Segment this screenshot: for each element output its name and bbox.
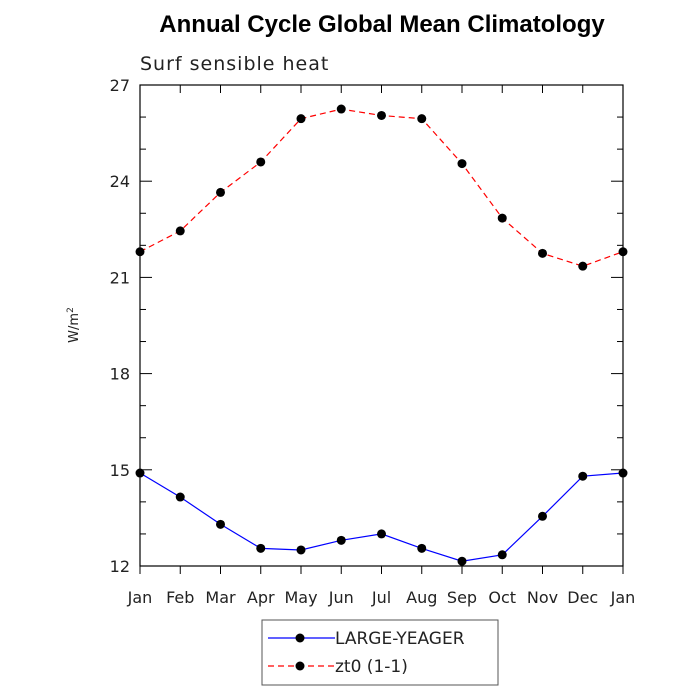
y-tick-label: 12 (110, 557, 130, 576)
x-tick-label: Jan (127, 588, 153, 607)
series-0-point (216, 519, 225, 529)
chart-subtitle: Surf sensible heat (140, 53, 329, 75)
series-0-point (618, 468, 628, 478)
legend-box (261, 619, 499, 686)
series-1-point (135, 247, 145, 257)
series-0-point (175, 492, 185, 502)
y-tick-label: 18 (110, 365, 130, 384)
y-tick-label: 21 (110, 268, 130, 287)
legend-marker-large-yeager (295, 633, 305, 643)
series-0-point (296, 545, 306, 555)
y-tick-label: 27 (110, 76, 130, 95)
series-1-point (618, 247, 628, 257)
series-1-point (457, 159, 467, 169)
x-tick-label: Sep (447, 588, 477, 607)
y-tick-labels: 12 15 18 21 24 27 (110, 76, 130, 576)
y-tick-label: 15 (110, 461, 130, 480)
series-1-point (377, 110, 386, 120)
series-0-point (457, 556, 467, 566)
x-tick-label: Oct (488, 588, 516, 607)
series-1-point (497, 213, 507, 223)
legend-label-zt0: zt0 (1-1) (335, 657, 408, 677)
x-tick-label: Jun (328, 588, 354, 607)
x-tick-label: Jul (371, 588, 391, 607)
legend-marker-zt0 (295, 661, 305, 671)
legend-label-large-yeager: LARGE-YEAGER (335, 629, 465, 649)
y-tick-label: 24 (110, 172, 130, 191)
plot-frame (139, 84, 624, 567)
series-1-point (175, 226, 185, 236)
series-1-point (256, 157, 266, 167)
series-0-point (377, 529, 386, 539)
series-layer (135, 104, 628, 566)
svg-text:W/m2: W/m2 (66, 307, 82, 343)
series-1-point (336, 104, 346, 114)
series-0-point (256, 543, 266, 553)
x-tick-label: Dec (567, 588, 598, 607)
x-tick-label: Jan (610, 588, 636, 607)
x-tick-label: Feb (166, 588, 194, 607)
y-axis-label-superscript: 2 (66, 307, 76, 313)
series-1-point (216, 187, 225, 197)
series-1-point (417, 114, 427, 124)
x-tick-label: Mar (205, 588, 236, 607)
series-0-point (538, 511, 547, 521)
series-line-0 (139, 472, 624, 562)
series-1-point (538, 248, 547, 258)
x-tick-label: Aug (406, 588, 437, 607)
x-tick-label: May (284, 588, 317, 607)
series-0-point (336, 535, 346, 545)
series-0-point (135, 468, 145, 478)
chart-title: Annual Cycle Global Mean Climatology (159, 11, 605, 38)
legend: LARGE-YEAGER zt0 (1-1) (261, 619, 499, 686)
series-line-1 (139, 108, 624, 267)
y-axis-label-text: W/m (67, 313, 82, 343)
x-tick-label: Nov (527, 588, 558, 607)
y-axis-label: W/m2 (66, 307, 82, 343)
x-tick-labels: Jan Feb Mar Apr May Jun Jul Aug Sep Oct Nov Dec Jan (127, 588, 636, 607)
series-1-point (578, 261, 588, 271)
x-tick-label: Apr (247, 588, 275, 607)
series-0-point (497, 550, 507, 560)
series-0-point (578, 471, 588, 481)
series-0-point (417, 543, 427, 553)
tick-marks (139, 84, 624, 574)
series-1-point (296, 114, 306, 124)
